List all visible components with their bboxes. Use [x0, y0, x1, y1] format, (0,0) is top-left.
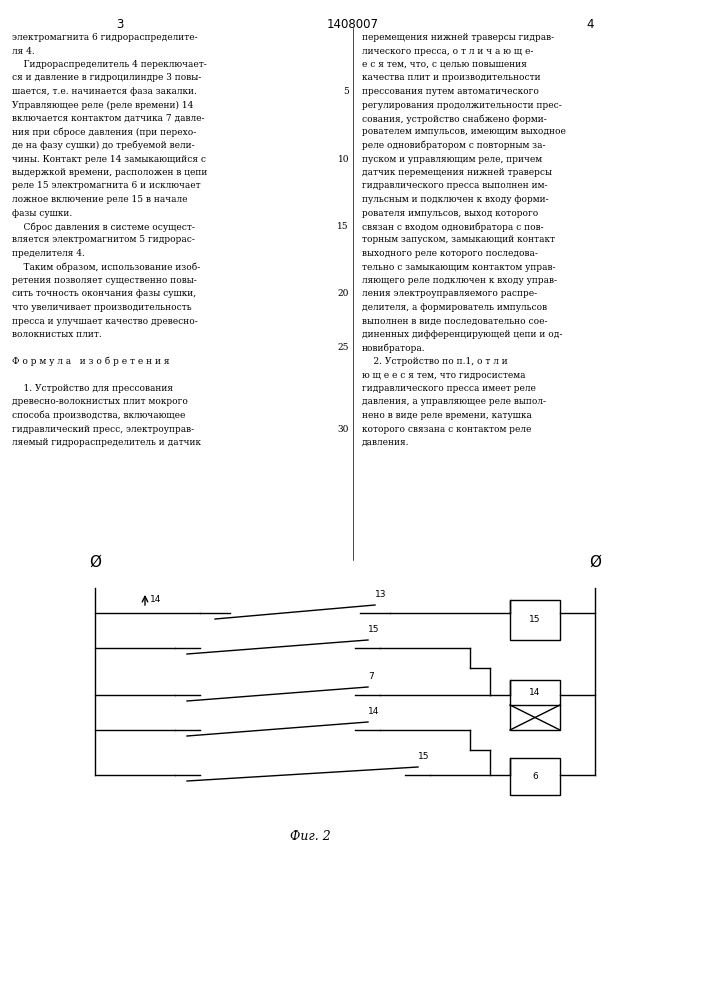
- Text: вляется электромагнитом 5 гидрорас-: вляется электромагнитом 5 гидрорас-: [12, 235, 195, 244]
- Text: Ø: Ø: [589, 555, 601, 570]
- Text: 20: 20: [338, 290, 349, 298]
- Text: регулирования продолжительности прес-: регулирования продолжительности прес-: [362, 101, 562, 109]
- Text: де на фазу сушки) до требуемой вели-: де на фазу сушки) до требуемой вели-: [12, 141, 194, 150]
- Text: ления электроуправляемого распре-: ления электроуправляемого распре-: [362, 290, 537, 298]
- Text: перемещения нижней траверсы гидрав-: перемещения нижней траверсы гидрав-: [362, 33, 554, 42]
- Text: шается, т.е. начинается фаза закалки.: шается, т.е. начинается фаза закалки.: [12, 87, 197, 96]
- Text: способа производства, включающее: способа производства, включающее: [12, 411, 185, 420]
- Text: прессования путем автоматического: прессования путем автоматического: [362, 87, 539, 96]
- Text: 1. Устройство для прессования: 1. Устройство для прессования: [12, 384, 173, 393]
- Text: давления.: давления.: [362, 438, 409, 447]
- Bar: [510, 600, 560, 640]
- Text: рователя импульсов, выход которого: рователя импульсов, выход которого: [362, 209, 538, 218]
- Text: волокнистых плит.: волокнистых плит.: [12, 330, 102, 339]
- Text: 5: 5: [343, 87, 349, 96]
- Text: е с я тем, что, с целью повышения: е с я тем, что, с целью повышения: [362, 60, 527, 69]
- Text: нено в виде реле времени, катушка: нено в виде реле времени, катушка: [362, 411, 532, 420]
- Text: ся и давление в гидроцилиндре 3 повы-: ся и давление в гидроцилиндре 3 повы-: [12, 74, 201, 83]
- Text: 13: 13: [375, 590, 387, 599]
- Text: фазы сушки.: фазы сушки.: [12, 209, 72, 218]
- Text: гидравлический пресс, электроуправ-: гидравлический пресс, электроуправ-: [12, 424, 194, 434]
- Text: тельно с замыкающим контактом управ-: тельно с замыкающим контактом управ-: [362, 262, 556, 271]
- Text: связан с входом одновибратора с пов-: связан с входом одновибратора с пов-: [362, 222, 544, 232]
- Text: Гидрораспределитель 4 переключает-: Гидрораспределитель 4 переключает-: [12, 60, 206, 69]
- Text: 15: 15: [337, 222, 349, 231]
- Text: новибратора.: новибратора.: [362, 344, 426, 353]
- Text: 3: 3: [117, 18, 124, 31]
- Text: ляемый гидрораспределитель и датчик: ляемый гидрораспределитель и датчик: [12, 438, 201, 447]
- Text: ретения позволяет существенно повы-: ретения позволяет существенно повы-: [12, 276, 197, 285]
- Text: сования, устройство снабжено форми-: сования, устройство снабжено форми-: [362, 114, 547, 123]
- Text: чины. Контакт реле 14 замыкающийся с: чины. Контакт реле 14 замыкающийся с: [12, 154, 206, 163]
- Text: рователем импульсов, имеющим выходное: рователем импульсов, имеющим выходное: [362, 127, 566, 136]
- Text: делителя, а формирователь импульсов: делителя, а формирователь импульсов: [362, 303, 547, 312]
- Text: диненных дифференцирующей цепи и од-: диненных дифференцирующей цепи и од-: [362, 330, 562, 339]
- Text: сить точность окончания фазы сушки,: сить точность окончания фазы сушки,: [12, 290, 196, 298]
- Text: которого связана с контактом реле: которого связана с контактом реле: [362, 424, 532, 434]
- Text: Ø: Ø: [89, 555, 101, 570]
- Text: 14: 14: [368, 707, 380, 716]
- Text: ляющего реле подключен к входу управ-: ляющего реле подключен к входу управ-: [362, 276, 557, 285]
- Text: ложное включение реле 15 в начале: ложное включение реле 15 в начале: [12, 195, 187, 204]
- Text: пуском и управляющим реле, причем: пуском и управляющим реле, причем: [362, 154, 542, 163]
- Text: давления, а управляющее реле выпол-: давления, а управляющее реле выпол-: [362, 397, 546, 406]
- Text: Управляющее реле (реле времени) 14: Управляющее реле (реле времени) 14: [12, 101, 194, 110]
- Text: реле одновибратором с повторным за-: реле одновибратором с повторным за-: [362, 141, 546, 150]
- Text: 15: 15: [368, 625, 380, 634]
- Text: 15: 15: [418, 752, 429, 761]
- Text: 6: 6: [532, 772, 538, 781]
- Text: электромагнита 6 гидрораспределите-: электромагнита 6 гидрораспределите-: [12, 33, 198, 42]
- Text: включается контактом датчика 7 давле-: включается контактом датчика 7 давле-: [12, 114, 204, 123]
- Text: лического пресса, о т л и ч а ю щ е-: лического пресса, о т л и ч а ю щ е-: [362, 46, 533, 55]
- Text: ю щ е е с я тем, что гидросистема: ю щ е е с я тем, что гидросистема: [362, 370, 525, 379]
- Text: выполнен в виде последовательно сое-: выполнен в виде последовательно сое-: [362, 316, 547, 326]
- Text: 15: 15: [530, 615, 541, 624]
- Text: 10: 10: [337, 154, 349, 163]
- Text: гидравлического пресса имеет реле: гидравлического пресса имеет реле: [362, 384, 536, 393]
- Text: выдержкой времени, расположен в цепи: выдержкой времени, расположен в цепи: [12, 168, 207, 177]
- Text: Фиг. 2: Фиг. 2: [290, 830, 330, 843]
- Text: торным запуском, замыкающий контакт: торным запуском, замыкающий контакт: [362, 235, 555, 244]
- Text: реле 15 электромагнита 6 и исключает: реле 15 электромагнита 6 и исключает: [12, 182, 201, 190]
- Text: пресса и улучшает качество древесно-: пресса и улучшает качество древесно-: [12, 316, 198, 326]
- Text: выходного реле которого последова-: выходного реле которого последова-: [362, 249, 538, 258]
- Text: ля 4.: ля 4.: [12, 46, 35, 55]
- Text: гидравлического пресса выполнен им-: гидравлического пресса выполнен им-: [362, 182, 547, 190]
- Bar: [510, 680, 560, 730]
- Text: 14: 14: [530, 688, 541, 697]
- Text: Сброс давления в системе осущест-: Сброс давления в системе осущест-: [12, 222, 195, 232]
- Text: древесно-волокнистых плит мокрого: древесно-волокнистых плит мокрого: [12, 397, 188, 406]
- Text: Ф о р м у л а   и з о б р е т е н и я: Ф о р м у л а и з о б р е т е н и я: [12, 357, 170, 366]
- Text: 2. Устройство по п.1, о т л и: 2. Устройство по п.1, о т л и: [362, 357, 508, 366]
- Bar: [510, 758, 560, 795]
- Text: 30: 30: [338, 424, 349, 434]
- Text: 1408007: 1408007: [327, 18, 379, 31]
- Text: Таким образом, использование изоб-: Таким образом, использование изоб-: [12, 262, 200, 272]
- Text: 14: 14: [150, 595, 161, 604]
- Text: что увеличивает производительность: что увеличивает производительность: [12, 303, 192, 312]
- Text: датчик перемещения нижней траверсы: датчик перемещения нижней траверсы: [362, 168, 552, 177]
- Text: пределителя 4.: пределителя 4.: [12, 249, 85, 258]
- Text: качества плит и производительности: качества плит и производительности: [362, 74, 541, 83]
- Text: 25: 25: [337, 344, 349, 353]
- Text: пульсным и подключен к входу форми-: пульсным и подключен к входу форми-: [362, 195, 549, 204]
- Text: 4: 4: [586, 18, 594, 31]
- Text: 7: 7: [368, 672, 374, 681]
- Text: ния при сбросе давления (при перехо-: ния при сбросе давления (при перехо-: [12, 127, 197, 137]
